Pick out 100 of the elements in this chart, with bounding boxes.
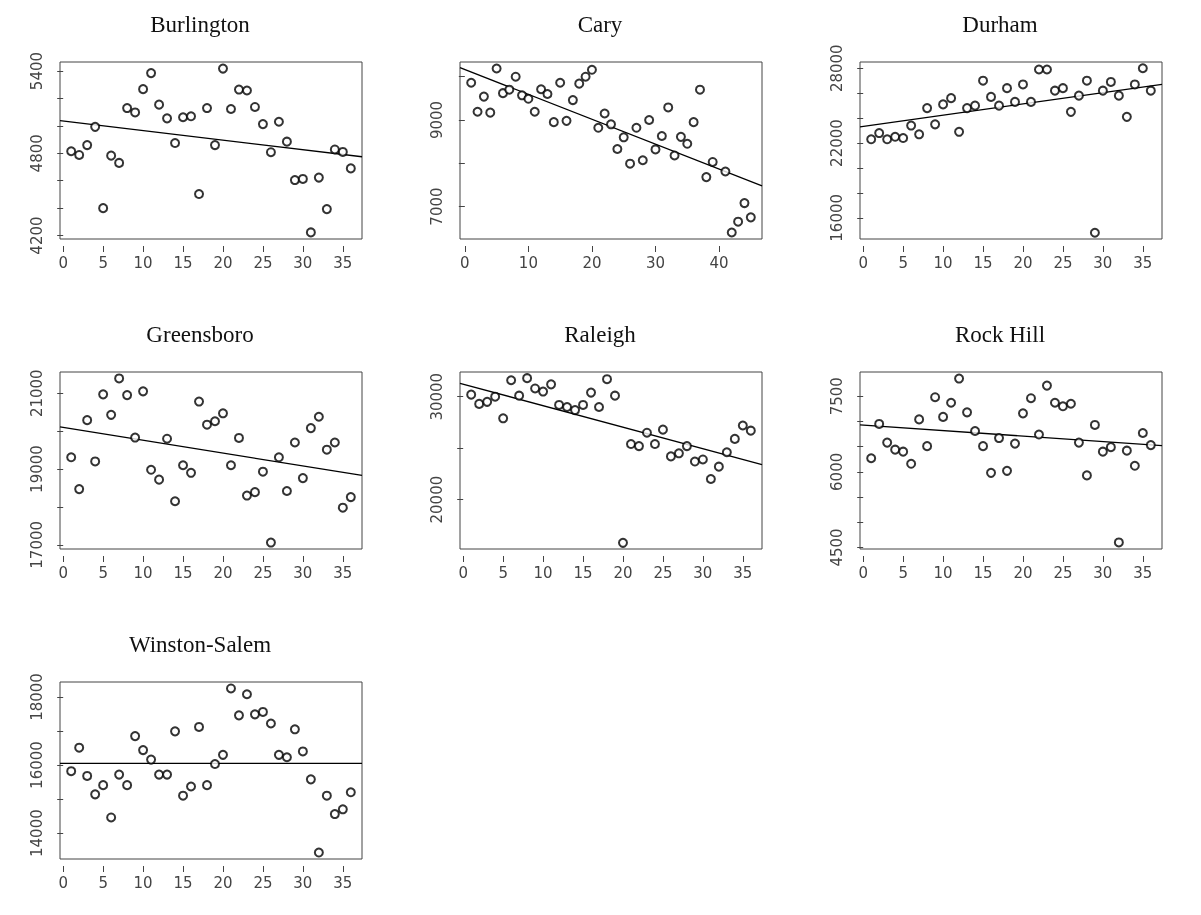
point xyxy=(649,439,660,450)
point xyxy=(602,374,613,385)
x-tick-label: 25 xyxy=(253,253,273,272)
point xyxy=(625,158,636,169)
point xyxy=(954,126,965,137)
point xyxy=(162,769,173,780)
x-tick-label: 30 xyxy=(645,253,666,272)
y-tick-label: 6000 xyxy=(827,452,846,491)
point xyxy=(874,418,885,429)
point xyxy=(281,486,292,497)
point xyxy=(574,78,585,89)
point xyxy=(329,437,340,448)
point xyxy=(241,689,252,700)
point xyxy=(202,780,213,791)
point xyxy=(1113,90,1124,101)
point xyxy=(530,383,541,394)
point xyxy=(946,397,957,408)
point xyxy=(337,146,348,157)
x-tick-label: 5 xyxy=(98,253,108,272)
x-tick-label: 30 xyxy=(1093,563,1113,582)
y-tick-label: 19000 xyxy=(27,445,46,493)
point xyxy=(562,401,573,412)
point xyxy=(522,373,533,384)
point xyxy=(233,710,244,721)
point xyxy=(536,84,547,95)
point xyxy=(733,216,744,227)
point xyxy=(523,93,534,104)
x-tick-label: 30 xyxy=(693,563,713,582)
chart-title: Rock Hill xyxy=(954,322,1046,347)
point xyxy=(1121,445,1132,456)
point xyxy=(1089,419,1100,430)
point xyxy=(1105,76,1116,87)
point xyxy=(90,789,101,800)
point xyxy=(701,172,712,183)
x-tick-label: 5 xyxy=(898,563,908,582)
point xyxy=(1010,96,1020,107)
x-tick-label: 35 xyxy=(1133,253,1153,272)
x-tick-label: 10 xyxy=(133,563,153,582)
x-tick-label: 20 xyxy=(1013,253,1033,272)
point xyxy=(491,63,502,74)
point xyxy=(1121,111,1132,122)
x-tick-label: 10 xyxy=(933,563,953,582)
point xyxy=(721,447,732,458)
point xyxy=(1145,85,1156,96)
point xyxy=(122,390,133,401)
x-tick-label: 10 xyxy=(933,253,953,272)
point xyxy=(146,464,157,475)
point xyxy=(739,198,750,209)
point xyxy=(154,474,165,485)
point xyxy=(726,227,737,238)
point xyxy=(498,413,509,424)
point xyxy=(612,143,623,154)
point xyxy=(1057,401,1068,412)
point xyxy=(74,149,85,160)
point xyxy=(281,752,292,763)
point xyxy=(1113,537,1124,548)
point xyxy=(994,433,1005,444)
y-tick-label: 7500 xyxy=(827,377,846,416)
point xyxy=(594,401,605,412)
point xyxy=(217,749,228,760)
point xyxy=(890,131,901,142)
x-tick-label: 15 xyxy=(973,563,993,582)
point xyxy=(345,492,356,503)
point xyxy=(138,745,149,756)
point xyxy=(874,128,885,139)
point xyxy=(641,427,652,438)
point xyxy=(546,379,557,390)
point xyxy=(474,398,485,409)
point xyxy=(305,774,316,785)
x-tick-label: 0 xyxy=(460,253,470,272)
point xyxy=(994,100,1005,111)
point xyxy=(265,537,276,548)
point xyxy=(138,386,149,397)
point xyxy=(898,133,909,144)
x-tick-label: 10 xyxy=(518,253,538,272)
point xyxy=(510,71,521,82)
x-tick-label: 20 xyxy=(213,563,233,582)
point xyxy=(882,134,893,145)
y-tick-label: 16000 xyxy=(827,193,846,242)
point xyxy=(273,452,284,463)
point xyxy=(954,373,965,384)
y-tick-label: 14000 xyxy=(27,809,46,857)
x-tick-label: 20 xyxy=(213,873,233,892)
point xyxy=(978,75,989,86)
point xyxy=(90,121,101,132)
point xyxy=(241,85,252,96)
point xyxy=(186,467,197,478)
point xyxy=(74,742,85,753)
point xyxy=(281,136,292,147)
point xyxy=(74,484,85,495)
point xyxy=(705,474,716,485)
x-tick-label: 20 xyxy=(582,253,602,272)
point xyxy=(930,392,941,403)
point xyxy=(313,847,324,858)
point xyxy=(90,456,101,467)
point xyxy=(122,780,133,791)
point xyxy=(697,454,708,465)
point xyxy=(466,389,477,400)
point xyxy=(637,155,648,166)
y-tick-label: 4800 xyxy=(27,134,46,173)
